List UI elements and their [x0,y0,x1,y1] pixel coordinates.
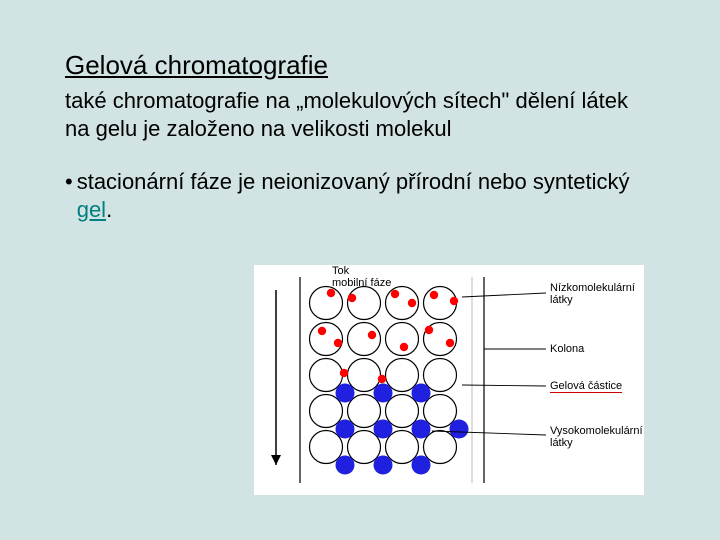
label-low-mw: Nízkomolekulární látky [550,282,635,306]
bullet-item: • stacionární fáze je neionizovaný příro… [65,168,655,223]
label-high-mw: Vysokomolekulární látky [550,425,643,449]
label-column: Kolona [550,343,584,355]
gel-chromatography-diagram: Tok mobilní fáze Nízkomolekulární látky … [254,265,644,495]
gel-link[interactable]: gel [77,197,106,222]
label-gel-particle: Gelová částice [550,380,622,392]
bullet-prefix: stacionární fáze je neionizovaný přírodn… [77,169,630,194]
slide-subtitle: také chromatografie na „molekulových sít… [65,87,655,142]
bullet-text: stacionární fáze je neionizovaný přírodn… [77,168,655,223]
period: . [106,197,112,222]
label-flow: Tok mobilní fáze [332,265,391,289]
slide-title: Gelová chromatografie [65,50,655,81]
bullet-dot: • [65,168,73,196]
